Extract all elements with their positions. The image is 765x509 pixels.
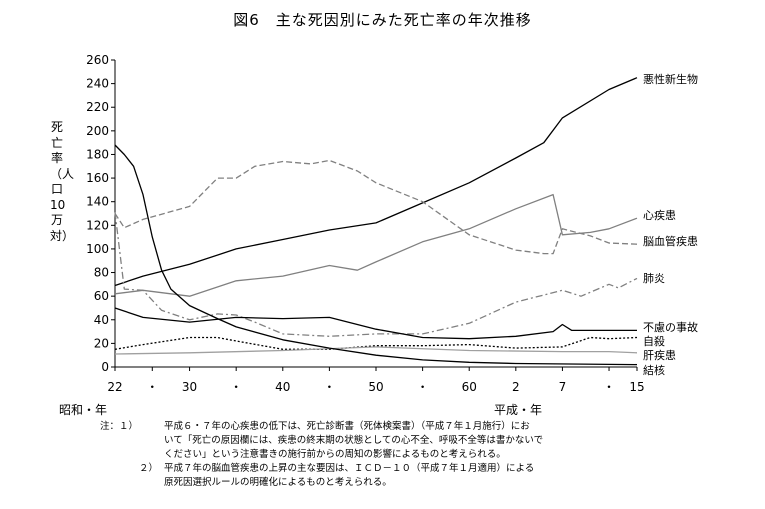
footnote-text: ください」という注意書きの施行前からの周知の影響によるものと考えられる。	[164, 449, 506, 460]
series-label: 肝疾患	[643, 348, 676, 362]
chart-title: 図6 主な死因別にみた死亡率の年次推移	[233, 11, 532, 29]
y-tick-label: 120	[86, 218, 109, 232]
series-line	[114, 346, 638, 355]
x-tick-label: 50	[368, 380, 383, 394]
y-tick-label: 180	[86, 147, 109, 161]
footnote-text: 平成７年の脳血管疾患の上昇の主な要因は、ＩＣＤ－１０（平成７年１月適用）による	[164, 463, 535, 474]
series-label: 悪性新生物	[643, 72, 698, 86]
footnote-line: ください」という注意書きの施行前からの周知の影響によるものと考えられる。	[100, 448, 660, 462]
series-line	[114, 159, 638, 255]
footnote-text: 原死因選択ルールの明確化によるものと考えられる。	[164, 477, 392, 488]
footnote-text: いて「死亡の原因欄には、疾患の終末期の状態としての心不全、呼吸不全等は書かないで	[164, 435, 544, 446]
series-label: 自殺	[643, 334, 665, 348]
y-tick-label: 100	[86, 242, 109, 256]
showa-era-label: 昭和・年	[59, 403, 108, 417]
x-tick-label: 2	[512, 380, 520, 394]
y-tick-label: 200	[86, 124, 109, 138]
series-line	[114, 144, 638, 366]
x-tick-label: 22	[107, 380, 122, 394]
y-tick-label: 260	[86, 53, 109, 67]
x-tick-label: ・	[230, 380, 242, 394]
y-tick-label: 80	[94, 266, 109, 280]
y-tick-label: 140	[86, 195, 109, 209]
y-tick-label: 60	[94, 289, 109, 303]
footnote-line: 原死因選択ルールの明確化によるものと考えられる。	[100, 476, 660, 490]
series-label: 脳血管疾患	[643, 234, 698, 248]
x-tick-label: 40	[275, 380, 290, 394]
footnote-line: 注：１） 平成６・７年の心疾患の低下は、死亡診断書（死体検案書）（平成７年１月施行…	[100, 420, 660, 434]
y-tick-label: 40	[94, 313, 109, 327]
heisei-era-label: 平成・年	[494, 403, 543, 417]
footnote-mark: ２）	[138, 463, 158, 474]
x-tick-label: ・	[603, 380, 615, 394]
series-label: 心疾患	[643, 208, 676, 222]
y-tick-label: 20	[94, 336, 109, 350]
footnotes: 注：１） 平成６・７年の心疾患の低下は、死亡診断書（死体検案書）（平成７年１月施行…	[100, 420, 660, 490]
series-line	[114, 77, 638, 287]
y-tick-label: 220	[86, 100, 109, 114]
x-tick-label: ・	[417, 380, 429, 394]
series-line	[114, 336, 638, 350]
footnote-text: 平成６・７年の心疾患の低下は、死亡診断書（死体検案書）（平成７年１月施行）にお	[164, 421, 530, 432]
x-tick-label: 7	[559, 380, 567, 394]
series-line	[114, 193, 638, 297]
series-line	[114, 212, 638, 337]
x-tick-label: 30	[182, 380, 197, 394]
series-lines	[114, 77, 638, 366]
footnote-line: いて「死亡の原因欄には、疾患の終末期の状態としての心不全、呼吸不全等は書かないで	[100, 434, 660, 448]
x-tick-label: ・	[323, 380, 335, 394]
footnote-mark: 注：１）	[100, 421, 139, 432]
x-tick-label: 15	[629, 380, 644, 394]
series-label: 不慮の事故	[643, 320, 698, 334]
x-tick-label: ・	[146, 380, 158, 394]
series-label: 結核	[643, 363, 665, 377]
footnote-line: ２） 平成７年の脳血管疾患の上昇の主な要因は、ＩＣＤ－１０（平成７年１月適用）によ…	[100, 462, 660, 476]
y-tick-label: 0	[101, 360, 109, 374]
series-line	[114, 307, 637, 340]
series-label: 肺炎	[643, 272, 665, 285]
x-tick-label: 60	[462, 380, 477, 394]
y-tick-label: 160	[86, 171, 109, 185]
y-tick-label: 240	[86, 77, 109, 91]
